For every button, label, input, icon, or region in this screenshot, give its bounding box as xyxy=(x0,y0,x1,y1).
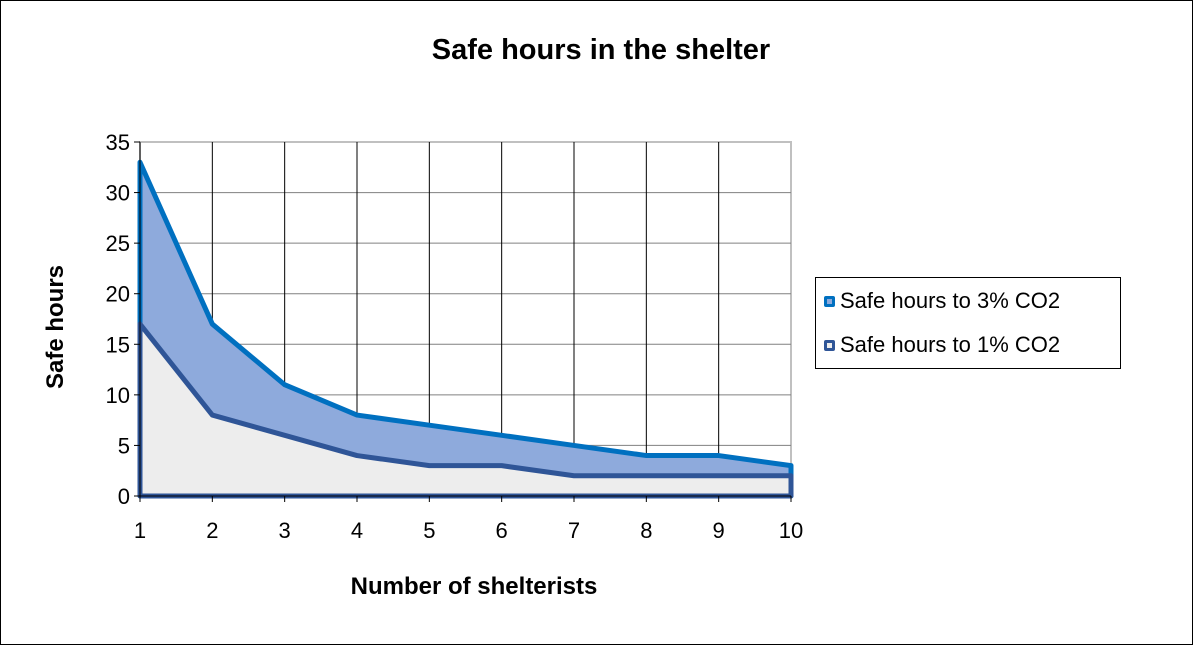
x-tick-label: 9 xyxy=(713,518,725,543)
legend-item-1pct: Safe hours to 1% CO2 xyxy=(824,332,1060,358)
legend-item-3pct: Safe hours to 3% CO2 xyxy=(824,288,1060,314)
legend-label: Safe hours to 1% CO2 xyxy=(840,332,1061,357)
x-tick-label: 2 xyxy=(206,518,218,543)
y-tick-label: 30 xyxy=(106,181,130,206)
y-tick-label: 10 xyxy=(106,383,130,408)
chart-title: Safe hours in the shelter xyxy=(432,34,770,66)
x-tick-label: 4 xyxy=(351,518,363,543)
x-tick-label: 5 xyxy=(423,518,435,543)
x-axis-label: Number of shelterists xyxy=(351,573,598,600)
x-tick-label: 10 xyxy=(779,518,803,543)
y-tick-label: 20 xyxy=(106,282,130,307)
y-axis-label: Safe hours xyxy=(42,265,69,389)
x-tick-label: 8 xyxy=(640,518,652,543)
legend-label: Safe hours to 3% CO2 xyxy=(840,288,1061,313)
legend-swatch-1pct xyxy=(824,339,835,351)
y-tick-label: 0 xyxy=(118,484,130,509)
x-tick-label: 7 xyxy=(568,518,580,543)
legend: Safe hours to 3% CO2 Safe hours to 1% CO… xyxy=(815,277,1121,369)
y-tick-label: 15 xyxy=(106,332,130,357)
y-tick-label: 25 xyxy=(106,231,130,256)
y-tick-label: 5 xyxy=(118,433,130,458)
x-tick-label: 1 xyxy=(134,518,146,543)
x-tick-label: 3 xyxy=(279,518,291,543)
legend-swatch-3pct xyxy=(824,295,835,307)
y-tick-label: 35 xyxy=(106,130,130,155)
x-tick-label: 6 xyxy=(496,518,508,543)
